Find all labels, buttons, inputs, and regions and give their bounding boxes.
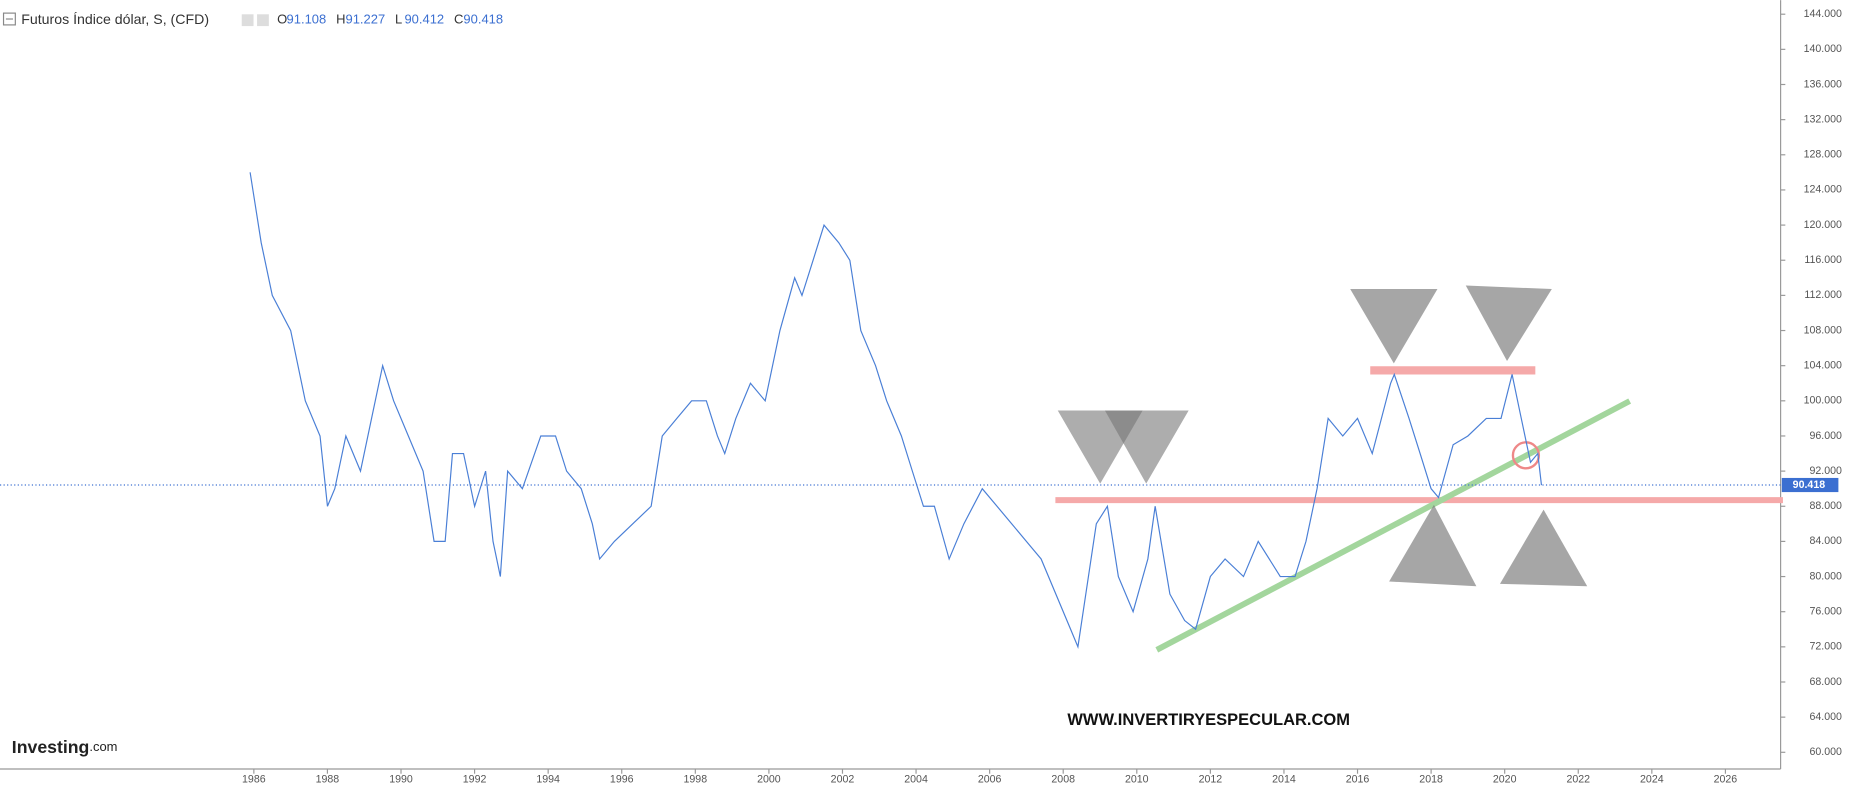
x-tick-label: 2004 bbox=[904, 773, 928, 785]
up-triangle bbox=[1499, 509, 1588, 587]
y-tick-label: 88.000 bbox=[1809, 500, 1842, 512]
ohlc-value: 90.418 bbox=[463, 12, 503, 27]
ohlc-value: 90.412 bbox=[404, 12, 444, 27]
header-title: Futuros Índice dólar, S, (CFD) bbox=[21, 11, 209, 27]
trend-line bbox=[1155, 398, 1632, 653]
ohlc-value: 91.108 bbox=[287, 12, 327, 27]
x-tick-label: 2008 bbox=[1051, 773, 1075, 785]
y-tick-label: 84.000 bbox=[1809, 535, 1842, 547]
y-tick-label: 72.000 bbox=[1809, 641, 1842, 653]
y-tick-label: 120.000 bbox=[1804, 219, 1842, 231]
x-tick-label: 2006 bbox=[978, 773, 1002, 785]
last-price-label: 90.418 bbox=[1793, 479, 1826, 491]
y-tick-label: 68.000 bbox=[1809, 676, 1842, 688]
y-tick-label: 80.000 bbox=[1809, 570, 1842, 582]
annotations bbox=[1055, 285, 1783, 653]
y-tick-label: 92.000 bbox=[1809, 465, 1842, 477]
logo-suffix: .com bbox=[89, 739, 117, 754]
y-tick-label: 128.000 bbox=[1804, 149, 1842, 161]
x-tick-label: 2022 bbox=[1566, 773, 1590, 785]
x-tick-label: 2026 bbox=[1714, 773, 1738, 785]
x-tick-label: 1990 bbox=[389, 773, 413, 785]
x-tick-label: 2020 bbox=[1493, 773, 1517, 785]
ohlc-key: O bbox=[277, 12, 287, 27]
down-triangle bbox=[1104, 410, 1189, 484]
y-tick-label: 76.000 bbox=[1809, 606, 1842, 618]
x-tick-label: 1996 bbox=[610, 773, 634, 785]
y-tick-label: 64.000 bbox=[1809, 711, 1842, 723]
x-tick-label: 1998 bbox=[684, 773, 708, 785]
x-tick-label: 2002 bbox=[831, 773, 855, 785]
last-price-badge bbox=[1781, 477, 1839, 493]
y-tick-label: 96.000 bbox=[1809, 430, 1842, 442]
settings-icon[interactable] bbox=[241, 14, 254, 27]
y-tick-label: 100.000 bbox=[1804, 395, 1842, 407]
up-triangle bbox=[1389, 504, 1477, 587]
price-line bbox=[249, 172, 1543, 650]
x-tick-label: 2016 bbox=[1346, 773, 1370, 785]
ohlc-key: C bbox=[454, 12, 463, 27]
y-tick-label: 132.000 bbox=[1804, 113, 1842, 125]
y-tick-label: 136.000 bbox=[1804, 78, 1842, 90]
ohlc: O 91.108 H 91.227 L 90.412 C 90.418 bbox=[277, 12, 503, 27]
y-tick-label: 112.000 bbox=[1804, 289, 1842, 301]
x-tick-label: 2000 bbox=[757, 773, 781, 785]
y-tick-label: 116.000 bbox=[1804, 254, 1842, 266]
y-tick-label: 60.000 bbox=[1809, 746, 1842, 758]
down-triangle bbox=[1350, 289, 1438, 364]
y-tick-label: 140.000 bbox=[1804, 43, 1842, 55]
y-tick-label: 144.000 bbox=[1804, 8, 1842, 20]
plot: 90.418 bbox=[0, 172, 1839, 650]
x-tick-label: 2014 bbox=[1272, 773, 1296, 785]
down-triangle bbox=[1465, 285, 1552, 361]
logo-name: Investing bbox=[12, 736, 90, 756]
close-icon[interactable] bbox=[257, 14, 269, 27]
x-tick-label: 2010 bbox=[1125, 773, 1149, 785]
ticks: 60.000 64.000 68.000 72.000 76.000 80.000 84.0… bbox=[242, 8, 1842, 785]
x-tick-label: 2024 bbox=[1640, 773, 1664, 785]
logo: Investing.com bbox=[12, 736, 118, 756]
x-tick-label: 1986 bbox=[242, 773, 266, 785]
ohlc-key: H bbox=[336, 12, 345, 27]
x-tick-label: 2012 bbox=[1199, 773, 1223, 785]
x-tick-label: 1988 bbox=[316, 773, 340, 785]
ohlc-value: 91.227 bbox=[346, 12, 386, 27]
ohlc-key: L bbox=[395, 12, 402, 27]
watermark: WWW.INVERTIRYESPECULAR.COM bbox=[1067, 711, 1350, 729]
x-tick-label: 1992 bbox=[463, 773, 487, 785]
y-tick-label: 108.000 bbox=[1804, 324, 1842, 336]
y-tick-label: 104.000 bbox=[1804, 359, 1842, 371]
x-tick-label: 2018 bbox=[1419, 773, 1443, 785]
collapse-icon[interactable] bbox=[2, 12, 16, 26]
x-tick-label: 1994 bbox=[536, 773, 560, 785]
y-tick-label: 124.000 bbox=[1804, 184, 1842, 196]
